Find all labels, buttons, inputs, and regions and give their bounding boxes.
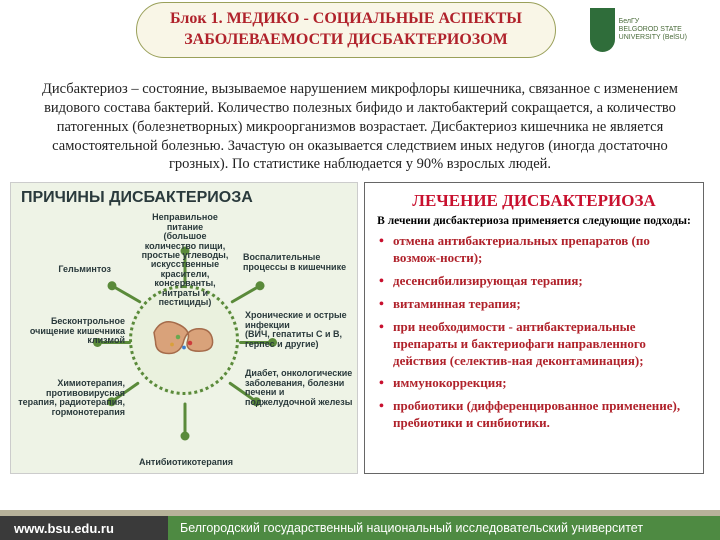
treatment-subtitle: В лечении дисбактериоза применяется след… (375, 215, 693, 227)
university-logo: БелГУ BELGOROD STATE UNIVERSITY (BelSU) (590, 6, 710, 54)
spoke-icon (230, 285, 259, 304)
cause-main: Химиотерапия, противовирусная терапия, р… (18, 378, 125, 416)
list-item: отмена антибактериальных препаратов (по … (379, 233, 693, 267)
treatment-list: отмена антибактериальных препаратов (по … (375, 233, 693, 432)
header-band: Блок 1. МЕДИКО - СОЦИАЛЬНЫЕ АСПЕКТЫ ЗАБО… (0, 0, 720, 80)
treatment-title: ЛЕЧЕНИЕ ДИСБАКТЕРИОЗА (375, 191, 693, 211)
list-item: пробиотики (дифференцированное применени… (379, 398, 693, 432)
cause-label: Неправильное питание (большое количество… (137, 213, 233, 307)
intestine-icon (143, 310, 225, 370)
cause-sub: (ВИЧ, гепатиты С и В, герпес и другие) (245, 329, 342, 348)
panels-row: ПРИЧИНЫ ДИСБАКТЕРИОЗА Неправильное питан… (0, 182, 720, 474)
cause-main: Неправильное питание (152, 212, 218, 231)
footer-bar: www.bsu.edu.ru Белгородский государствен… (0, 516, 720, 540)
footer-org: Белгородский государственный национальны… (168, 516, 720, 540)
list-item: иммунокоррекция; (379, 375, 693, 392)
logo-sub: BELGOROD STATE UNIVERSITY (BelSU) (619, 26, 687, 41)
logo-main: БелГУ (619, 18, 640, 25)
list-item: десенсибилизирующая терапия; (379, 273, 693, 290)
cause-sub: (большое количество пищи, простые углево… (142, 231, 229, 307)
treatment-panel: ЛЕЧЕНИЕ ДИСБАКТЕРИОЗА В лечении дисбакте… (364, 182, 704, 474)
cause-label: Бесконтрольное очищение кишечника клизмо… (15, 317, 125, 345)
cause-main: Хронические и острые инфекции (245, 310, 347, 329)
cause-label: Химиотерапия, противовирусная терапия, р… (15, 379, 125, 417)
cause-label: Хронические и острые инфекции (ВИЧ, гепа… (245, 311, 353, 349)
list-item: при необходимости - антибактериальные пр… (379, 319, 693, 370)
cause-label: Воспалительные процессы в кишечнике (243, 253, 351, 272)
cause-main: Бесконтрольное очищение кишечника клизмо… (30, 316, 125, 345)
cause-label: Диабет, онкологические заболевания, боле… (245, 369, 353, 407)
logo-shield-icon (590, 8, 615, 52)
cause-label: Гельминтоз (15, 265, 111, 274)
causes-title: ПРИЧИНЫ ДИСБАКТЕРИОЗА (11, 183, 357, 207)
list-item: витаминная терапия; (379, 296, 693, 313)
block-title: Блок 1. МЕДИКО - СОЦИАЛЬНЫЕ АСПЕКТЫ ЗАБО… (136, 2, 556, 58)
cause-main: Воспалительные процессы в кишечнике (243, 252, 346, 271)
spoke-icon (184, 403, 187, 435)
cause-label: Антибиотикотерапия (111, 458, 261, 467)
intro-paragraph: Дисбактериоз – состояние, вызываемое нар… (0, 80, 720, 182)
logo-text: БелГУ BELGOROD STATE UNIVERSITY (BelSU) (619, 18, 710, 41)
cause-main: Антибиотикотерапия (139, 457, 233, 467)
footer-url: www.bsu.edu.ru (0, 516, 168, 540)
cause-main: Гельминтоз (58, 264, 111, 274)
cause-main: Диабет, онкологические заболевания, боле… (245, 368, 352, 406)
causes-panel: ПРИЧИНЫ ДИСБАКТЕРИОЗА Неправильное питан… (10, 182, 358, 474)
